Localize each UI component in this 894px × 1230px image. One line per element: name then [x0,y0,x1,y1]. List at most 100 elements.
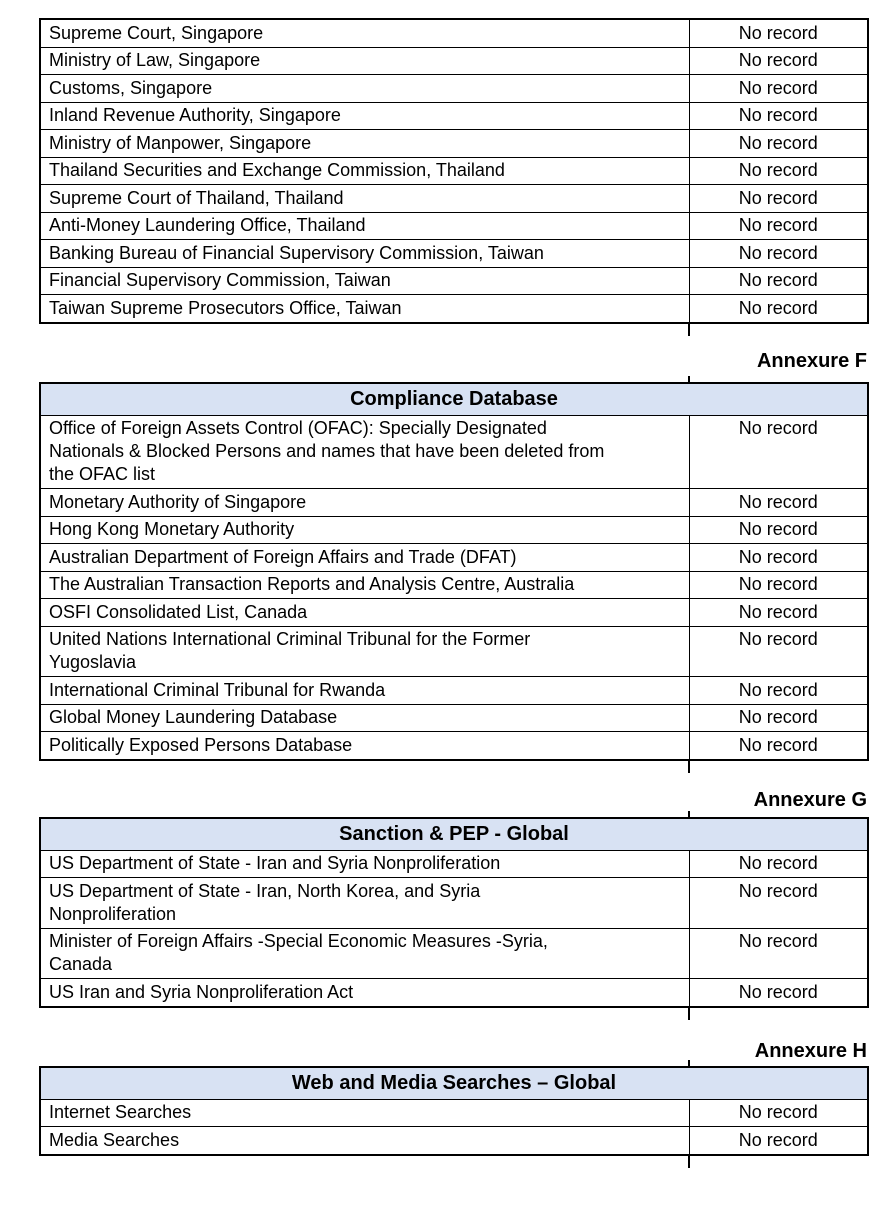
source-cell: Ministry of Law, Singapore [39,46,690,75]
table-title: Compliance Database [39,382,869,416]
source-cell: US Iran and Syria Nonproliferation Act [39,978,690,1007]
source-cell: Supreme Court of Thailand, Thailand [39,184,690,213]
source-cell: Customs, Singapore [39,74,690,103]
table-row: Anti-Money Laundering Office, Thailand No… [39,211,869,240]
source-cell: US Department of State - Iran, North Kor… [39,877,690,929]
result-cell: No record [688,129,869,158]
table-row: Inland Revenue Authority, Singapore No re… [39,101,869,130]
table-row: Customs, Singapore No record [39,74,869,103]
result-cell: No record [688,266,869,295]
compliance-database-table-body: Office of Foreign Assets Control (OFAC):… [39,414,869,760]
result-cell: No record [688,18,869,48]
result-cell: No record [688,676,869,705]
source-cell: Thailand Securities and Exchange Commiss… [39,156,690,185]
table-title: Web and Media Searches – Global [39,1066,869,1100]
source-cell: Australian Department of Foreign Affairs… [39,543,690,572]
source-cell: Office of Foreign Assets Control (OFAC):… [39,414,690,489]
source-cell: OSFI Consolidated List, Canada [39,598,690,627]
result-cell: No record [688,46,869,75]
result-cell: No record [688,211,869,240]
source-cell: Minister of Foreign Affairs -Special Eco… [39,927,690,979]
table-title: Sanction & PEP - Global [39,817,869,851]
source-cell: Anti-Money Laundering Office, Thailand [39,211,690,240]
source-cell: Taiwan Supreme Prosecutors Office, Taiwa… [39,294,690,323]
source-cell: United Nations International Criminal Tr… [39,625,690,677]
table-row: The Australian Transaction Reports and A… [39,570,869,599]
result-cell: No record [688,849,869,878]
result-cell: No record [688,927,869,979]
annexure-label: Annexure F [756,349,867,372]
source-cell: Hong Kong Monetary Authority [39,515,690,544]
compliance-database-table: Compliance Database Office of Foreign As… [39,381,870,761]
annexure-h-section: Annexure H Web and Media Searches – Glob… [39,1040,869,1168]
page-break-border-tick [688,375,690,382]
compliance-database-table-wrap: Compliance Database Office of Foreign As… [39,375,870,773]
table-row: Minister of Foreign Affairs -Special Eco… [39,927,869,979]
source-cell: US Department of State - Iran and Syria … [39,849,690,878]
web-media-searches-table-body: Internet Searches No record Media Searches… [39,1098,869,1155]
table-row: Media Searches No record [39,1126,869,1155]
table-row: Office of Foreign Assets Control (OFAC):… [39,414,869,489]
page-break-border-tick [688,1007,690,1020]
sanction-pep-table-wrap: Sanction & PEP - Global US Department of… [39,810,870,1020]
table-title-row: Sanction & PEP - Global [39,817,869,851]
report-content: Supreme Court, Singapore No record Ministr… [39,18,870,1168]
result-cell: No record [688,515,869,544]
table-row: Supreme Court of Thailand, Thailand No re… [39,184,869,213]
page-break-border-tick [688,1155,690,1168]
page-break-border-tick [688,760,690,773]
table-row: United Nations International Criminal Tr… [39,625,869,677]
result-cell: No record [688,488,869,517]
source-cell: Politically Exposed Persons Database [39,731,690,760]
source-cell: Global Money Laundering Database [39,703,690,732]
sanction-pep-global-table: Sanction & PEP - Global US Department of… [39,816,870,1008]
table-row: Politically Exposed Persons Database No r… [39,731,869,760]
sanction-pep-table-body: US Department of State - Iran and Syria … [39,849,869,1007]
source-cell: Media Searches [39,1126,690,1155]
table-row: Ministry of Law, Singapore No record [39,46,869,75]
result-cell: No record [688,239,869,268]
table-row: Financial Supervisory Commission, Taiwan… [39,266,869,295]
table-row: Hong Kong Monetary Authority No record [39,515,869,544]
annexure-f-section: Annexure F Compliance Database Office of… [39,349,870,773]
table-title-row: Web and Media Searches – Global [39,1066,869,1100]
page-break-border-tick [688,810,690,817]
result-cell: No record [688,877,869,929]
table-row: US Department of State - Iran and Syria … [39,849,869,878]
source-cell: Inland Revenue Authority, Singapore [39,101,690,130]
source-cell: Supreme Court, Singapore [39,18,690,48]
table-row: Thailand Securities and Exchange Commiss… [39,156,869,185]
source-cell: International Criminal Tribunal for Rwan… [39,676,690,705]
web-media-searches-table: Web and Media Searches – Global Internet… [39,1065,869,1156]
result-cell: No record [688,184,869,213]
table-row: International Criminal Tribunal for Rwan… [39,676,869,705]
result-cell: No record [688,414,869,489]
table-row: Supreme Court, Singapore No record [39,18,869,48]
regulatory-sources-table: Supreme Court, Singapore No record Ministr… [39,18,869,324]
result-cell: No record [688,1098,869,1127]
result-cell: No record [688,1126,869,1155]
regulatory-sources-table-wrap: Supreme Court, Singapore No record Ministr… [39,18,869,336]
table-row: Monetary Authority of Singapore No record [39,488,869,517]
result-cell: No record [688,570,869,599]
source-cell: Ministry of Manpower, Singapore [39,129,690,158]
table-row: Internet Searches No record [39,1098,869,1127]
table-row: US Iran and Syria Nonproliferation Act No… [39,978,869,1007]
result-cell: No record [688,731,869,760]
result-cell: No record [688,294,869,323]
result-cell: No record [688,543,869,572]
regulatory-sources-section: Supreme Court, Singapore No record Ministr… [39,18,869,336]
table-row: Taiwan Supreme Prosecutors Office, Taiwa… [39,294,869,323]
table-row: Ministry of Manpower, Singapore No record [39,129,869,158]
result-cell: No record [688,703,869,732]
table-row: Australian Department of Foreign Affairs… [39,543,869,572]
result-cell: No record [688,74,869,103]
source-cell: Financial Supervisory Commission, Taiwan [39,266,690,295]
table-row: US Department of State - Iran, North Kor… [39,877,869,929]
source-cell: The Australian Transaction Reports and A… [39,570,690,599]
annexure-label: Annexure G [753,788,867,811]
result-cell: No record [688,101,869,130]
source-cell: Banking Bureau of Financial Supervisory … [39,239,690,268]
result-cell: No record [688,156,869,185]
